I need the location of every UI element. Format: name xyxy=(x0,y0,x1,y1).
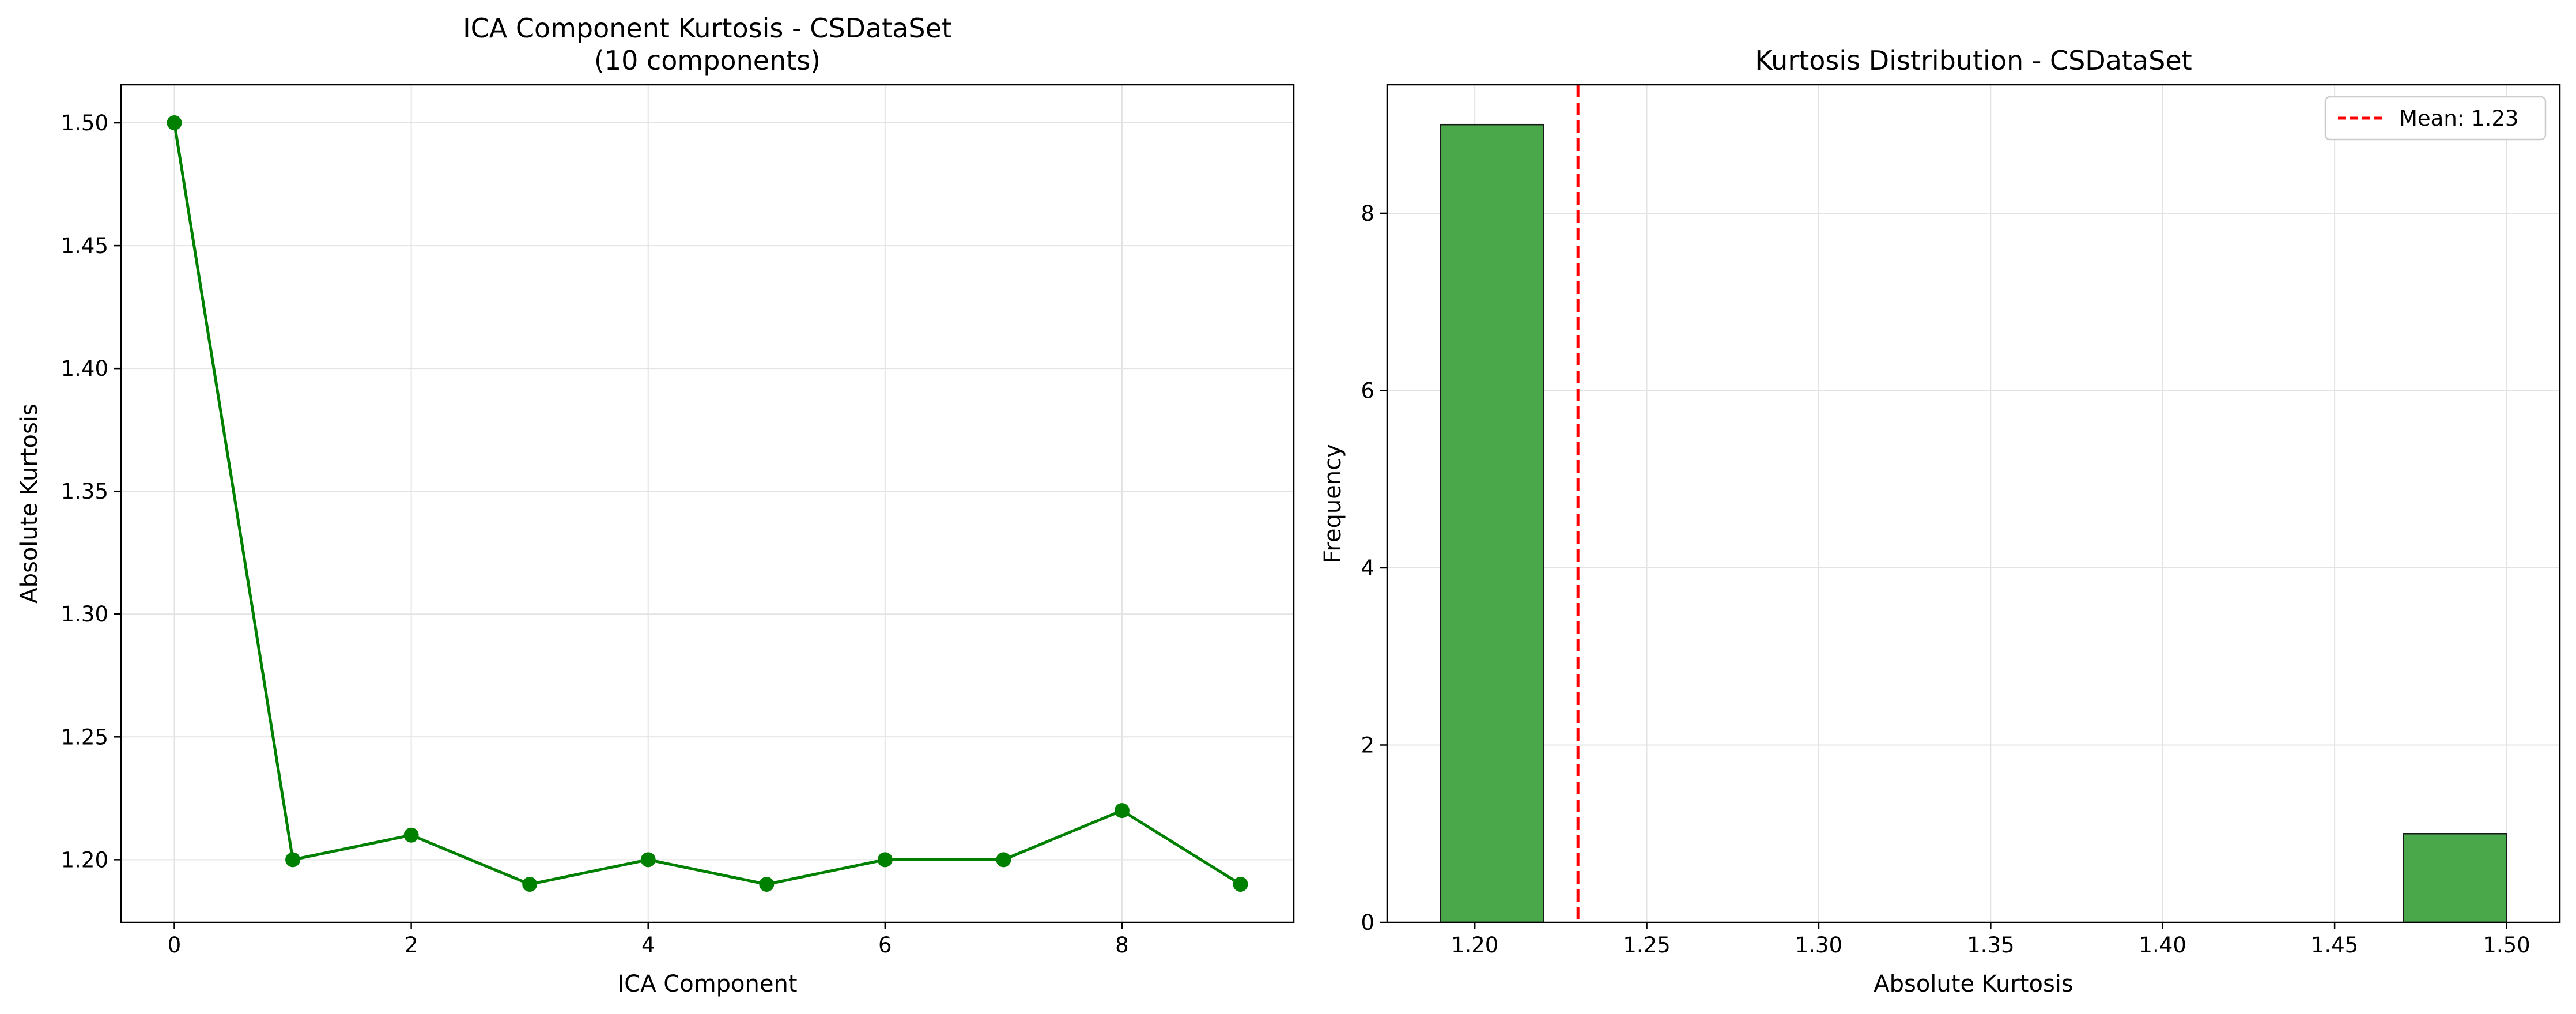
right-x-tick-label: 1.40 xyxy=(2139,933,2186,958)
right-axes-frame xyxy=(1386,84,2561,923)
right-y-tick-label: 8 xyxy=(1361,201,1374,226)
right-ticks: 1.20 1.25 1.30 1.35 1.40 1.45 1.50 0 2 4 6 8 xyxy=(1361,201,2530,958)
left-ticks: 0 2 4 6 8 1.20 1.25 1.30 1.35 1.40 1.45 1.50 xyxy=(61,111,1129,958)
kurtosis-histogram: 1.20 1.25 1.30 1.35 1.40 1.45 1.50 0 2 4 6 8 Kurtos… xyxy=(1320,45,2561,997)
left-x-tick-label: 8 xyxy=(1115,933,1129,958)
legend-label-mean: Mean: 1.23 xyxy=(2399,106,2518,131)
histogram-bar xyxy=(2403,832,2507,923)
right-chart-title: Kurtosis Distribution - CSDataSet xyxy=(1755,45,2192,76)
left-grid xyxy=(121,85,1294,922)
right-y-tick-label: 4 xyxy=(1361,556,1374,580)
kurtosis-data-point xyxy=(759,876,775,892)
legend-box xyxy=(2324,96,2547,141)
legend: Mean: 1.23 xyxy=(2324,96,2547,141)
kurtosis-data-point xyxy=(167,115,182,131)
right-x-axis-label: Absolute Kurtosis xyxy=(1874,971,2073,997)
right-x-tick-label: 1.25 xyxy=(1623,933,1670,958)
left-chart-title-line-2: (10 components) xyxy=(594,45,821,76)
right-x-tick-label: 1.35 xyxy=(1967,933,2014,958)
kurtosis-data-point xyxy=(996,852,1011,868)
left-y-tick-label: 1.35 xyxy=(61,479,108,504)
right-histogram-bars xyxy=(1440,123,2507,923)
left-y-axis-label: Absolute Kurtosis xyxy=(16,404,43,604)
left-chart-title-line-1: ICA Component Kurtosis - CSDataSet xyxy=(463,13,952,44)
left-x-tick-label: 4 xyxy=(641,933,655,958)
kurtosis-line-chart: 0 2 4 6 8 1.20 1.25 1.30 1.35 1.40 1.45 1.50 ICA Co… xyxy=(16,13,1295,997)
kurtosis-data-point xyxy=(1233,876,1248,892)
right-y-tick-label: 6 xyxy=(1361,378,1374,403)
right-x-tick-label: 1.20 xyxy=(1451,933,1498,958)
kurtosis-data-point xyxy=(1114,803,1130,819)
left-y-tick-label: 1.40 xyxy=(61,356,108,381)
right-x-tick-label: 1.50 xyxy=(2483,933,2530,958)
left-x-tick-label: 0 xyxy=(168,933,182,958)
left-x-tick-label: 6 xyxy=(878,933,892,958)
right-grid xyxy=(1387,85,2560,923)
right-y-axis-label: Frequency xyxy=(1320,444,1346,563)
right-x-tick-label: 1.30 xyxy=(1795,933,1842,958)
kurtosis-data-point xyxy=(522,876,538,892)
right-y-tick-label: 2 xyxy=(1361,733,1374,757)
kurtosis-data-point xyxy=(285,852,301,868)
kurtosis-data-point xyxy=(403,827,419,843)
left-y-tick-label: 1.45 xyxy=(61,233,108,258)
left-x-tick-label: 2 xyxy=(405,933,418,958)
histogram-bar xyxy=(1440,123,1544,923)
kurtosis-data-point xyxy=(640,852,656,868)
left-y-tick-label: 1.30 xyxy=(61,602,108,627)
left-axes-frame xyxy=(120,84,1295,923)
left-x-axis-label: ICA Component xyxy=(617,971,797,997)
left-series xyxy=(167,115,1248,892)
left-y-tick-label: 1.20 xyxy=(61,847,108,872)
kurtosis-data-point xyxy=(877,852,893,868)
right-y-tick-label: 0 xyxy=(1361,910,1374,935)
right-x-tick-label: 1.45 xyxy=(2311,933,2358,958)
kurtosis-series-line xyxy=(173,122,1241,886)
left-y-tick-label: 1.50 xyxy=(61,111,108,135)
left-y-tick-label: 1.25 xyxy=(61,725,108,749)
